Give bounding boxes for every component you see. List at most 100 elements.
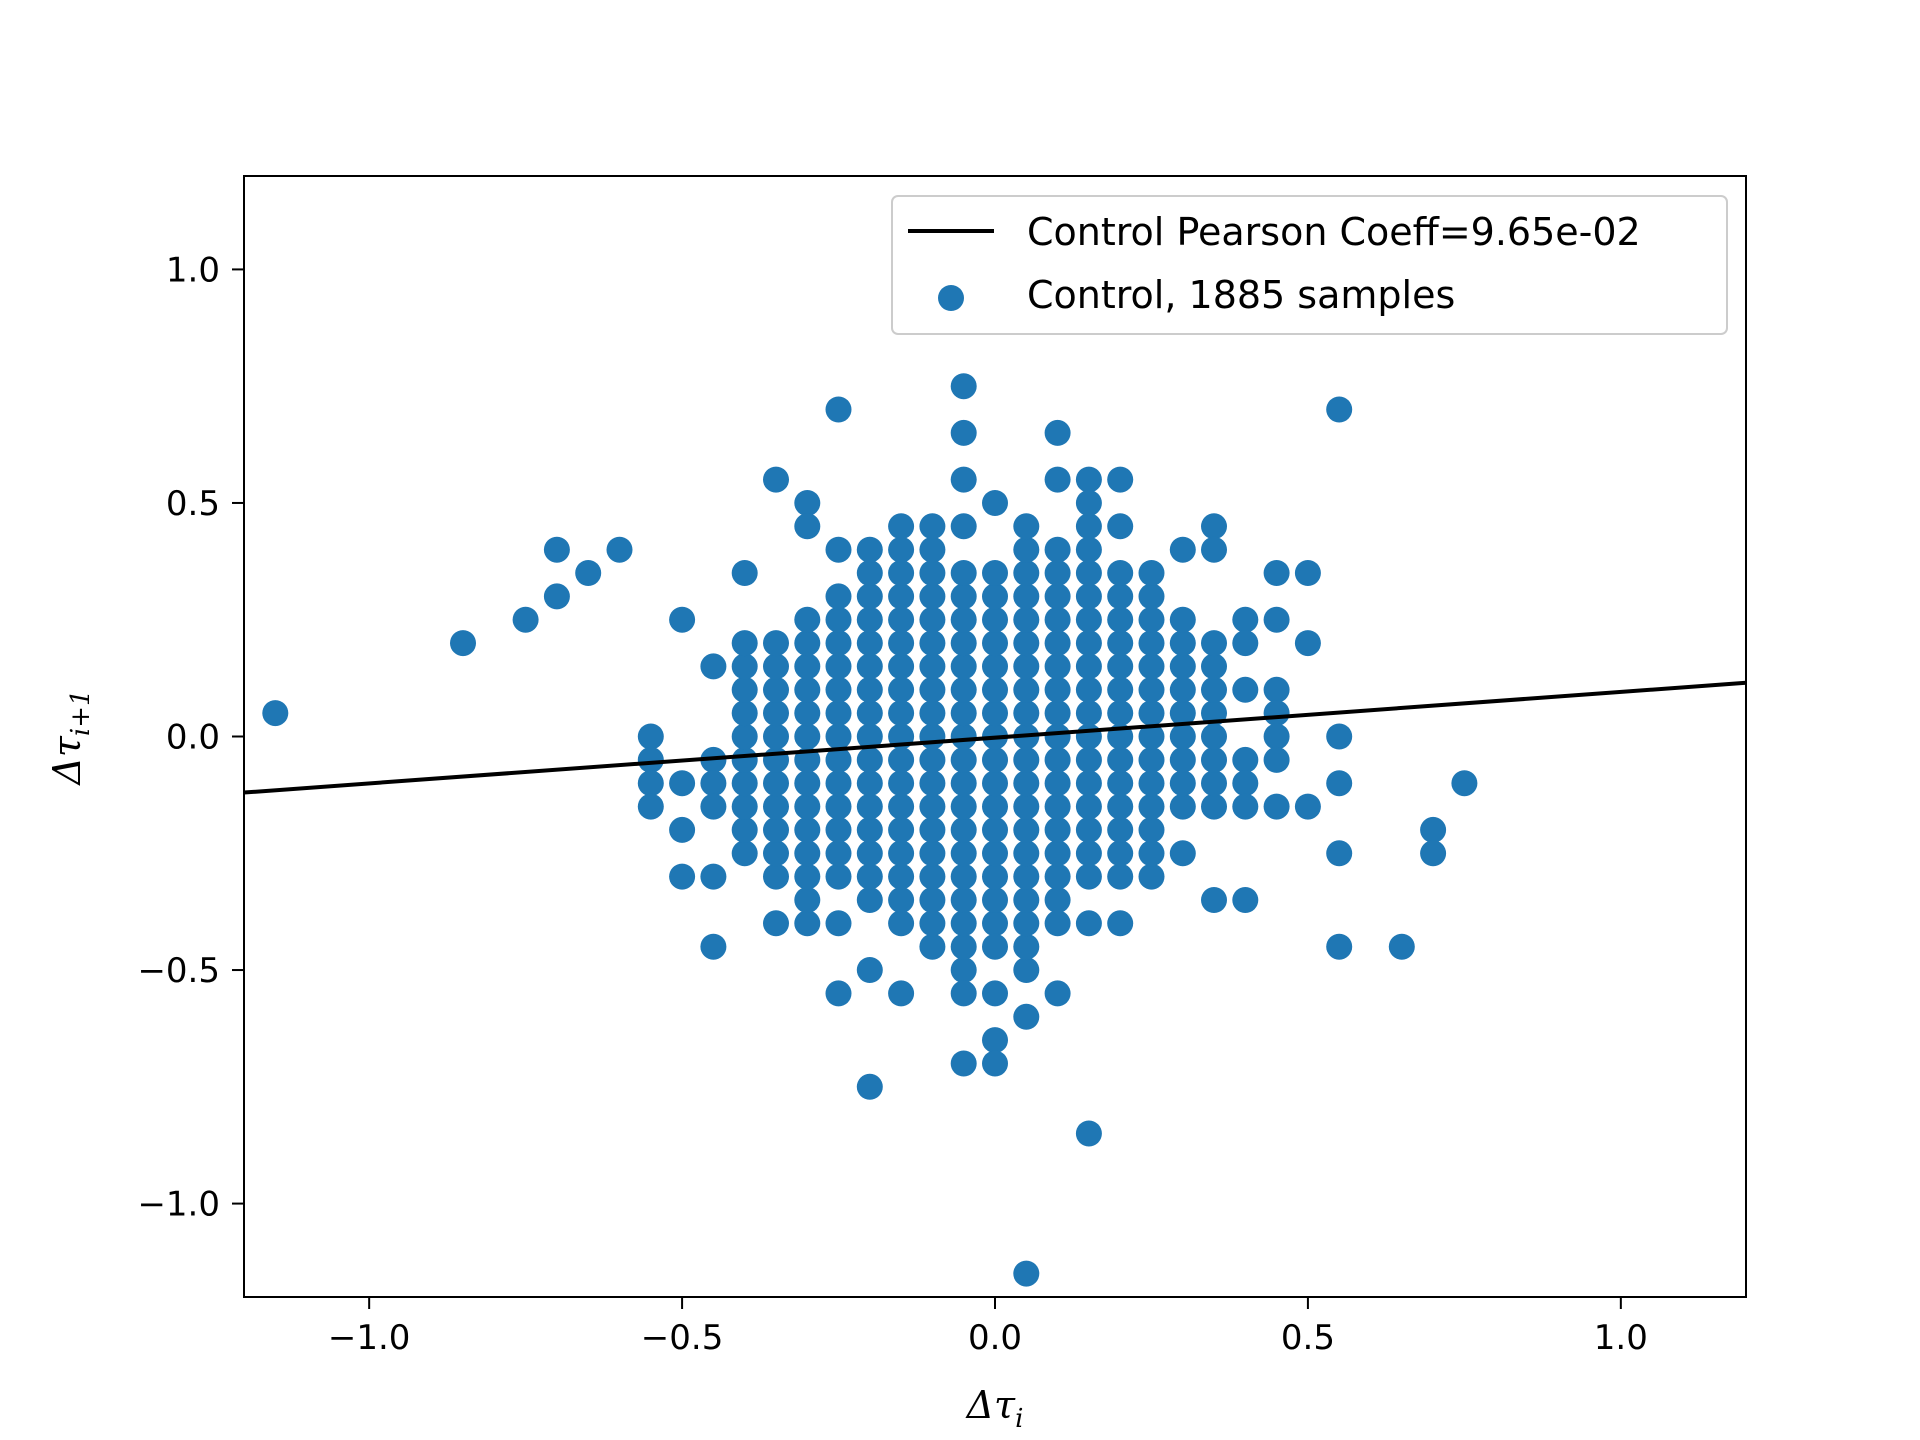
scatter-point	[1107, 513, 1134, 540]
scatter-point	[982, 910, 1008, 937]
scatter-point	[919, 630, 946, 657]
scatter-point	[1169, 536, 1196, 563]
scatter-point	[856, 863, 883, 890]
scatter-point	[950, 816, 977, 843]
scatter-point	[1044, 536, 1071, 563]
scatter-point	[794, 887, 821, 913]
scatter-point	[763, 723, 789, 750]
scatter-point	[1013, 606, 1040, 633]
scatter-point	[606, 536, 633, 563]
scatter-point	[543, 536, 570, 563]
x-tick-label: −0.5	[641, 1318, 724, 1358]
scatter-point	[669, 770, 696, 797]
scatter-point	[1107, 653, 1134, 680]
scatter-point	[731, 770, 758, 797]
scatter-point	[1138, 816, 1165, 843]
scatter-point	[856, 793, 883, 820]
scatter-point	[888, 746, 915, 773]
scatter-point	[982, 630, 1008, 657]
scatter-points	[262, 373, 1478, 1287]
scatter-point	[950, 887, 977, 913]
scatter-point	[888, 583, 915, 610]
scatter-point	[982, 583, 1008, 610]
scatter-point	[1326, 396, 1353, 423]
scatter-point	[856, 1073, 883, 1100]
scatter-point	[856, 840, 883, 867]
scatter-point	[856, 700, 883, 727]
scatter-point	[1107, 676, 1134, 703]
scatter-point	[919, 770, 946, 797]
scatter-point	[950, 630, 977, 657]
scatter-point	[1075, 653, 1102, 680]
scatter-point	[982, 653, 1008, 680]
scatter-point	[512, 606, 539, 633]
scatter-point	[982, 1050, 1008, 1077]
y-tick-label: 1.0	[166, 250, 220, 290]
scatter-point	[982, 560, 1008, 586]
scatter-point	[982, 606, 1008, 633]
x-axis: −1.0 −0.5 0.0 0.5 1.0	[328, 1297, 1648, 1358]
scatter-point	[1232, 746, 1259, 773]
scatter-point	[888, 676, 915, 703]
scatter-point	[982, 840, 1008, 867]
scatter-point	[1169, 676, 1196, 703]
scatter-point	[794, 910, 821, 937]
scatter-point	[950, 606, 977, 633]
scatter-point	[1044, 606, 1071, 633]
scatter-point	[919, 746, 946, 773]
scatter-point	[1075, 583, 1102, 610]
scatter-point	[731, 746, 758, 773]
scatter-point	[794, 863, 821, 890]
scatter-point	[950, 910, 977, 937]
x-tick-label: 0.0	[968, 1318, 1022, 1358]
x-tick-label: 0.5	[1281, 1318, 1335, 1358]
scatter-point	[982, 770, 1008, 797]
legend-entry-marker: Control, 1885 samples	[1027, 273, 1455, 317]
scatter-point	[763, 700, 789, 727]
y-axis-label: Δτi+1	[45, 689, 96, 786]
scatter-point	[1013, 700, 1040, 727]
scatter-point	[950, 840, 977, 867]
scatter-point	[1169, 793, 1196, 820]
scatter-point	[1044, 700, 1071, 727]
scatter-point	[919, 583, 946, 610]
scatter-point	[856, 560, 883, 586]
scatter-point	[825, 396, 852, 423]
scatter-point	[919, 816, 946, 843]
legend-marker-swatch	[938, 285, 964, 311]
scatter-point	[1075, 910, 1102, 937]
scatter-point	[763, 840, 789, 867]
scatter-point	[825, 840, 852, 867]
scatter-point	[888, 653, 915, 680]
scatter-point	[825, 536, 852, 563]
scatter-point	[1044, 746, 1071, 773]
scatter-point	[1107, 630, 1134, 657]
scatter-point	[825, 700, 852, 727]
legend: Control Pearson Coeff=9.65e-02 Control, …	[891, 195, 1728, 335]
scatter-point	[982, 676, 1008, 703]
scatter-point	[1263, 560, 1290, 586]
scatter-point	[1201, 536, 1227, 563]
scatter-point	[763, 793, 789, 820]
scatter-point	[669, 606, 696, 633]
scatter-point	[731, 630, 758, 657]
scatter-point	[543, 583, 570, 610]
scatter-point	[888, 513, 915, 540]
scatter-point	[1263, 606, 1290, 633]
scatter-point	[1013, 770, 1040, 797]
scatter-point	[1013, 630, 1040, 657]
scatter-point	[731, 816, 758, 843]
scatter-point	[1107, 466, 1134, 493]
scatter-point	[669, 863, 696, 890]
scatter-point	[1326, 840, 1353, 867]
scatter-point	[950, 560, 977, 586]
scatter-point	[856, 676, 883, 703]
scatter-point	[982, 746, 1008, 773]
scatter-point	[888, 816, 915, 843]
scatter-point	[825, 793, 852, 820]
scatter-point	[1263, 676, 1290, 703]
scatter-point	[1169, 746, 1196, 773]
scatter-point	[794, 513, 821, 540]
regression-line	[243, 680, 1747, 795]
y-tick-label: 0.0	[166, 718, 220, 758]
